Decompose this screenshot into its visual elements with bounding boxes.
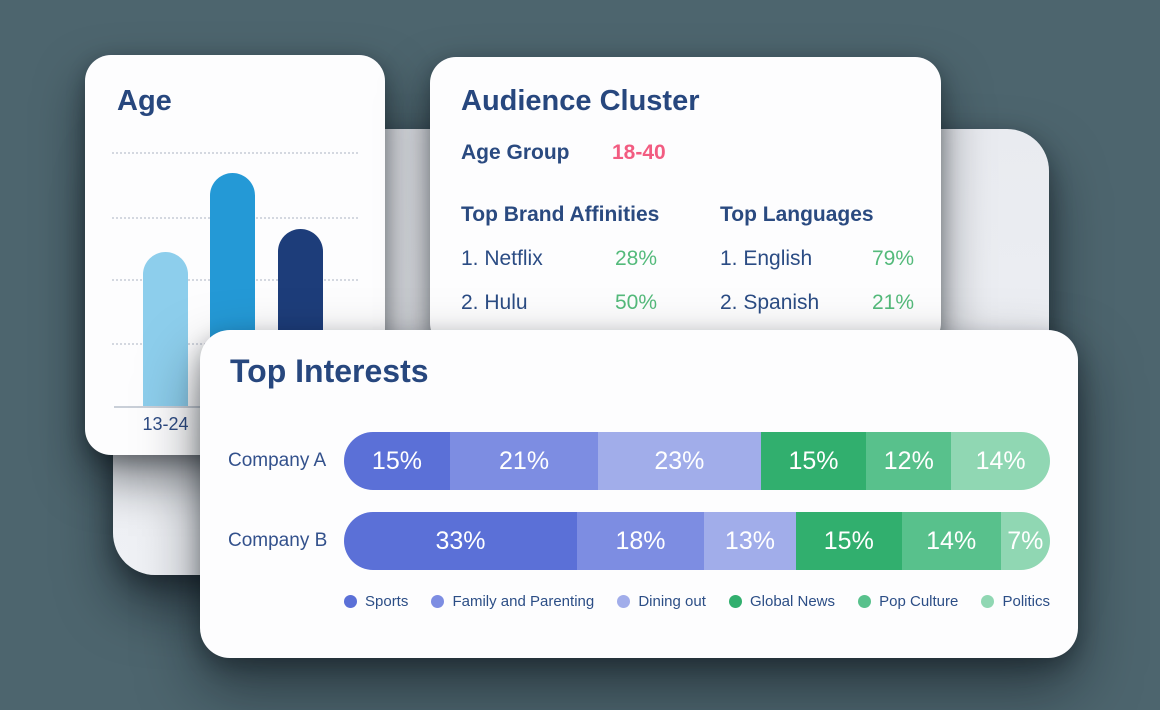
brand-affinities-column: Top Brand Affinities 1. Netflix 28% 2. H… [461,203,676,335]
company-label: Company B [228,530,328,551]
legend-item: Dining out [617,593,706,610]
legend-dot-icon [981,594,995,608]
bar-segment: 12% [866,432,952,490]
languages-heading: Top Languages [720,203,874,226]
brand-percent: 28% [615,247,658,270]
bar-segment: 7% [1000,512,1050,570]
languages-column: Top Languages 1. English 79% 2. Spanish … [720,203,921,335]
company-label: Company A [228,450,327,471]
table-row: 2. Spanish 21% [720,291,921,315]
legend-item: Pop Culture [858,593,958,610]
top-interests-card: Top Interests Company A 15% 21% 23% 15% 12% 14… [200,330,1078,658]
legend-label: Politics [1002,592,1050,610]
legend-dot-icon [431,594,445,608]
bar-segment: 14% [901,512,1001,570]
legend-label: Dining out [638,592,706,610]
age-group-value: 18-40 [612,141,666,164]
language-name: 1. English [720,247,813,270]
legend-label: Global News [749,592,836,610]
stacked-bar-row: Company A 15% 21% 23% 15% 12% 14% [228,432,1050,490]
table-row: 2. Hulu 50% [461,291,676,315]
bar-segment: 15% [344,432,450,490]
audience-cluster-card: Audience Cluster Age Group 18-40 Top Bra… [430,57,941,349]
bar-segment: 18% [576,512,705,570]
bar-segment: 21% [449,432,599,490]
age-group-row: Age Group 18-40 [461,141,666,165]
stacked-bar: 15% 21% 23% 15% 12% 14% [344,432,1050,490]
legend-item: Family and Parenting [431,593,594,610]
bar-segment: 23% [598,432,761,490]
age-group-label: Age Group [461,141,570,164]
age-axis-label: 13-24 [142,414,189,434]
language-percent: 79% [872,247,915,270]
bar-segment: 15% [795,512,902,570]
top-interests-title: Top Interests [230,353,429,389]
legend-dot-icon [344,594,357,608]
age-card-title: Age [117,85,172,117]
legend-item: Politics [981,593,1050,610]
legend-item: Sports [344,593,408,610]
bar-segment: 33% [344,512,577,570]
legend-item: Global News [728,592,836,610]
bar-segment: 13% [704,512,796,570]
legend-label: Family and Parenting [452,592,595,610]
legend-dot-icon [617,594,631,608]
interests-legend: Sports Family and Parenting Dining out Glob… [344,592,1050,610]
brand-name: 2. Hulu [461,291,528,314]
stacked-bar: 33% 18% 13% 15% 14% 7% [344,512,1050,570]
bar-segment: 14% [951,432,1050,490]
brand-affinities-heading: Top Brand Affinities [461,203,660,226]
legend-dot-icon [728,594,742,608]
bar-segment: 15% [760,432,867,490]
language-name: 2. Spanish [720,291,820,314]
language-percent: 21% [872,291,915,314]
table-row: 1. Netflix 28% [461,247,676,271]
age-chart-gridline [112,152,358,154]
age-bar [143,252,188,406]
stacked-bar-row: Company B 33% 18% 13% 15% 14% 7% [228,512,1050,570]
brand-name: 1. Netflix [461,247,543,270]
brand-percent: 50% [615,291,658,314]
age-card: Age 13-24 [85,55,385,455]
legend-label: Sports [365,592,409,610]
legend-label: Pop Culture [879,592,959,610]
legend-dot-icon [858,594,872,608]
table-row: 1. English 79% [720,247,921,271]
audience-cluster-title: Audience Cluster [461,85,700,117]
